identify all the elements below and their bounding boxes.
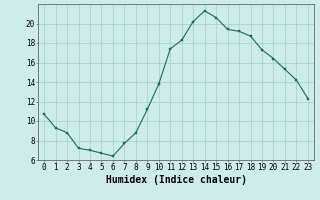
X-axis label: Humidex (Indice chaleur): Humidex (Indice chaleur): [106, 175, 246, 185]
